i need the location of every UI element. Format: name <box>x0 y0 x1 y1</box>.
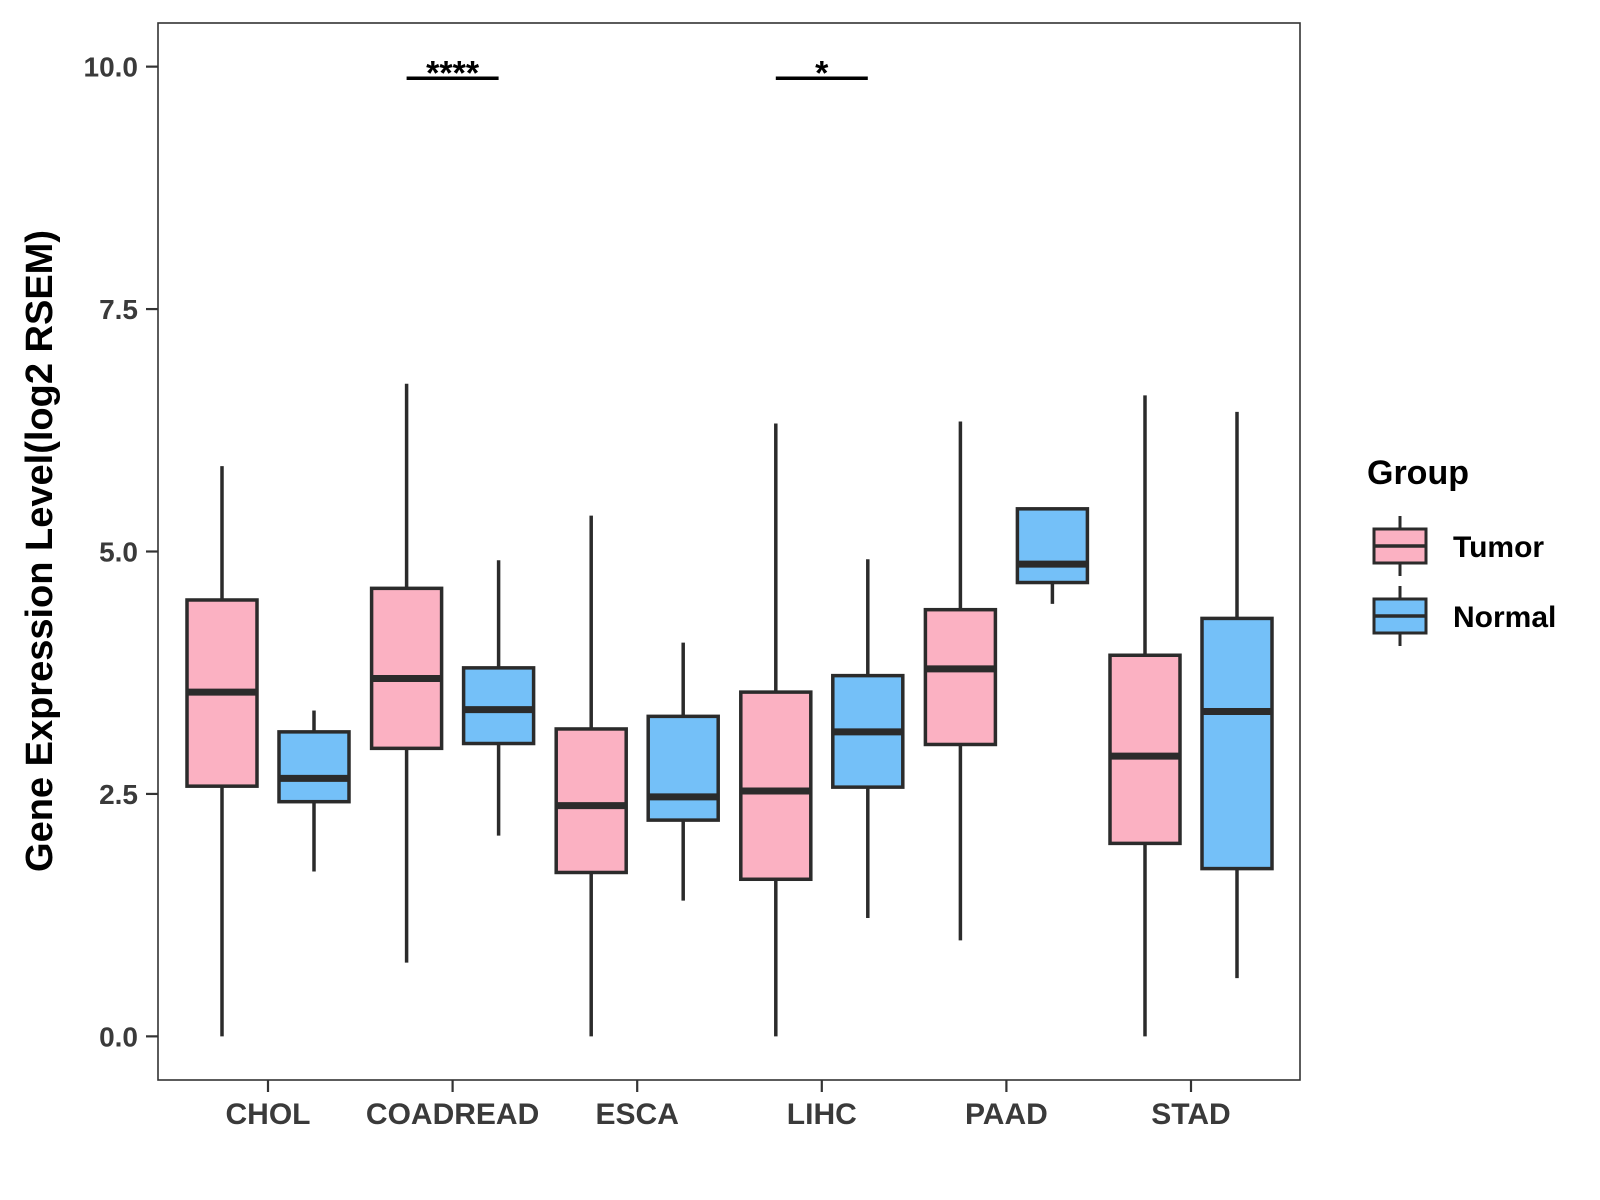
x-tick-label-stad: STAD <box>1151 1098 1230 1131</box>
box-tumor-esca <box>554 515 628 1037</box>
legend-entry-normal: Normal <box>1372 586 1556 646</box>
box-normal-esca <box>646 642 720 901</box>
x-tick-label-coadread: COADREAD <box>366 1098 539 1131</box>
box-normal-chol <box>277 710 351 872</box>
box-body <box>369 586 444 751</box>
box-body <box>461 666 536 746</box>
box-tumor-chol <box>185 466 259 1037</box>
legend-label: Tumor <box>1453 531 1544 564</box>
x-tick-label-chol: CHOL <box>226 1098 311 1131</box>
y-tick-label: 7.5 <box>99 294 138 325</box>
box-body <box>739 690 813 882</box>
box-body <box>923 607 998 747</box>
box-tumor-lihc <box>739 423 813 1037</box>
legend-title: Group <box>1367 454 1469 492</box>
y-tick-label: 0.0 <box>99 1021 138 1052</box>
box-normal-coadread <box>461 560 536 836</box>
box-body <box>277 730 351 804</box>
box-normal-lihc <box>831 559 905 919</box>
significance-label: **** <box>426 54 480 92</box>
x-tick-label-lihc: LIHC <box>787 1098 857 1131</box>
box-normal-stad <box>1200 411 1274 979</box>
x-tick-label-paad: PAAD <box>965 1098 1048 1131</box>
box-body <box>1015 507 1090 585</box>
y-tick-label: 2.5 <box>99 779 138 810</box>
y-tick-label: 5.0 <box>99 537 138 568</box>
axis-layer: 0.0 2.5 5.0 7.5 10.0 CHOL COADREAD ESCA LIHC PAAD… <box>84 52 1231 1131</box>
y-tick-label: 10.0 <box>84 52 139 83</box>
legend-label: Normal <box>1453 601 1556 634</box>
significance-label: * <box>815 54 829 92</box>
box-tumor-coadread <box>369 383 444 963</box>
y-axis-title: Gene Expression Level(log2 RSEM) <box>19 230 61 872</box>
box-body <box>554 727 628 875</box>
x-tick-label-esca: ESCA <box>596 1098 679 1131</box>
box-normal-paad <box>1015 507 1090 604</box>
box-tumor-paad <box>923 421 998 941</box>
legend: Group Tumor Normal <box>1367 454 1556 646</box>
annotation-layer: **** * <box>406 54 868 92</box>
box-body <box>1200 616 1274 871</box>
legend-entry-tumor: Tumor <box>1372 516 1544 576</box>
boxes-layer <box>185 383 1274 1037</box>
box-tumor-stad <box>1108 395 1182 1037</box>
box-body <box>646 714 720 822</box>
box-body <box>1108 653 1182 846</box>
